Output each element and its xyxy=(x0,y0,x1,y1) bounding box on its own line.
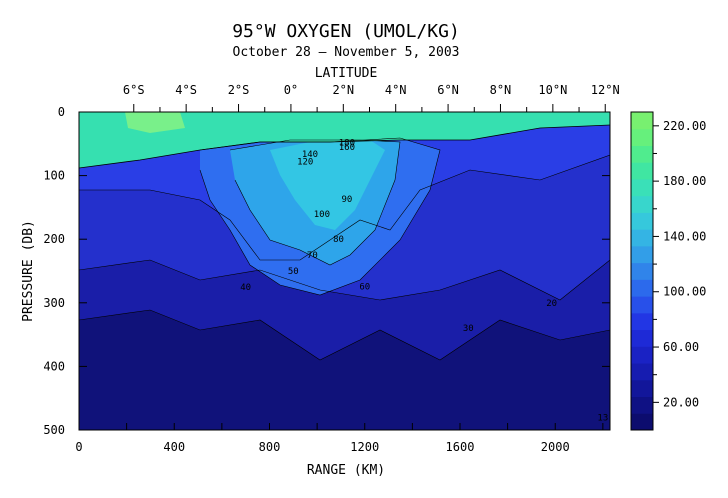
x-axis: 0 400 800 1200 1600 2000 xyxy=(75,423,604,454)
chart-subtitle: October 28 – November 5, 2003 xyxy=(233,45,460,60)
contour-label: 70 xyxy=(307,251,318,261)
contour-line xyxy=(229,139,401,266)
contour-label: 50 xyxy=(288,267,299,277)
y-tick-label: 100 xyxy=(43,169,65,183)
chart-title: 95°W OXYGEN (UMOL/KG) xyxy=(232,21,460,42)
y-tick-label: 300 xyxy=(43,296,65,310)
colorbar-label: 180.00 xyxy=(663,174,706,188)
colorbar-swatch xyxy=(631,212,653,230)
y-axis: 0 100 200 300 400 500 xyxy=(43,105,610,437)
colorbar-frame xyxy=(630,111,654,431)
colorbar-swatch xyxy=(631,145,653,163)
contour-label: 30 xyxy=(463,324,474,334)
contour-label: 160 xyxy=(339,143,355,153)
colorbar-swatch xyxy=(631,112,653,130)
colorbar-swatch xyxy=(631,296,653,314)
top-tick-label: 6°S xyxy=(123,83,145,97)
colorbar-label: 100.00 xyxy=(663,285,706,299)
contour-label: 120 xyxy=(297,158,313,168)
contour-label: 100 xyxy=(314,210,330,220)
contour-label: 140 xyxy=(302,150,318,160)
contour-line xyxy=(79,309,610,361)
colorbar-swatch xyxy=(631,162,653,180)
x-axis-label: RANGE (KM) xyxy=(307,463,385,478)
top-tick-label: 8°N xyxy=(490,83,512,97)
colorbar-swatch xyxy=(631,346,653,364)
colorbar-swatch xyxy=(631,245,653,264)
top-tick-label: 12°N xyxy=(591,83,620,97)
colorbar-label: 140.00 xyxy=(663,229,706,243)
top-tick-label: 4°N xyxy=(385,83,407,97)
colorbar-swatch xyxy=(631,178,653,197)
x-tick-label: 0 xyxy=(75,440,82,454)
y-tick-label: 400 xyxy=(43,359,65,373)
top-axis-label: LATITUDE xyxy=(315,66,378,81)
y-tick-label: 500 xyxy=(43,423,65,437)
colorbar-swatch xyxy=(631,128,653,146)
colorbar-swatch xyxy=(631,195,653,213)
contour-label: 180 xyxy=(339,139,355,149)
colorbar-swatch xyxy=(631,396,653,414)
colorbar-swatch xyxy=(631,363,653,381)
x-tick-label: 2000 xyxy=(541,440,570,454)
y-axis-label: PRESSURE (DB) xyxy=(21,220,36,322)
contour-line xyxy=(79,154,610,261)
top-tick-label: 6°N xyxy=(437,83,459,97)
colorbar-swatch xyxy=(631,329,653,347)
contour-line xyxy=(79,259,610,301)
x-tick-label: 1600 xyxy=(446,440,475,454)
contour-line xyxy=(199,137,441,296)
x-tick-label: 400 xyxy=(163,440,185,454)
y-tick-label: 0 xyxy=(58,105,65,119)
x-tick-label: 800 xyxy=(259,440,281,454)
top-tick-label: 10°N xyxy=(538,83,567,97)
top-tick-label: 2°N xyxy=(332,83,354,97)
colorbar-label: 20.00 xyxy=(663,395,699,409)
top-axis: 6°S 4°S 2°S 0° 2°N 4°N 6°N 8°N 10°N 12°N xyxy=(123,83,620,112)
contour-label: 20 xyxy=(546,299,557,309)
colorbar-label: 60.00 xyxy=(663,340,699,354)
colorbar-swatch xyxy=(631,229,653,247)
colorbar-swatch xyxy=(631,413,653,431)
plot-frame xyxy=(78,111,611,431)
colorbar-swatch xyxy=(631,279,653,297)
colorbar-swatch xyxy=(631,379,653,398)
colorbar: 20.00 60.00 100.00 140.00 180.00 220.00 xyxy=(630,111,706,431)
colorbar-swatch xyxy=(631,262,653,280)
contour-label: 90 xyxy=(341,195,352,205)
surface-maximum xyxy=(125,112,185,133)
contour-label: 80 xyxy=(333,235,344,245)
colorbar-label: 220.00 xyxy=(663,119,706,133)
contour-label: 60 xyxy=(359,282,370,292)
top-tick-label: 2°S xyxy=(228,83,250,97)
oxygenated-center xyxy=(270,140,385,230)
colorbar-swatch xyxy=(631,312,653,331)
x-tick-label: 1200 xyxy=(350,440,379,454)
top-tick-label: 4°S xyxy=(175,83,197,97)
contour-label: 13 xyxy=(597,413,608,423)
top-tick-label: 0° xyxy=(284,83,298,97)
y-tick-label: 200 xyxy=(43,232,65,246)
contour-label: 40 xyxy=(240,283,251,293)
plot-area xyxy=(79,112,610,430)
